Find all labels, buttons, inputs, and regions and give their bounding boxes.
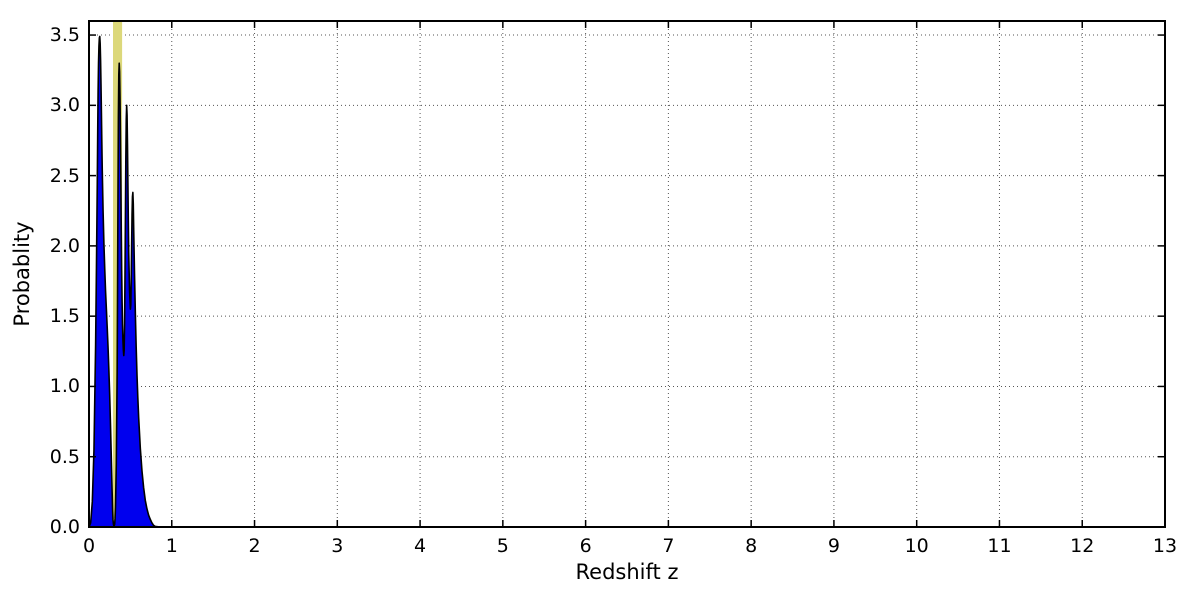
x-tick-label: 5 xyxy=(496,535,509,557)
x-tick-label: 4 xyxy=(414,535,427,557)
x-tick-label: 0 xyxy=(82,535,96,557)
y-tick-label: 1.0 xyxy=(49,375,80,398)
plot-frame xyxy=(88,20,1166,528)
x-tick-label: 2 xyxy=(248,535,261,557)
y-tick-label: 1.5 xyxy=(49,305,80,328)
x-axis-label: Redshift z xyxy=(575,560,679,584)
x-tick-label: 8 xyxy=(745,535,758,557)
y-axis-ticks xyxy=(89,34,1165,528)
plot-background xyxy=(89,21,1165,527)
x-tick-label: 6 xyxy=(579,535,592,557)
y-tick-label: 0.0 xyxy=(49,516,80,538)
x-tick-label: 9 xyxy=(827,535,840,557)
y-tick-label: 0.5 xyxy=(49,445,80,468)
y-axis-label: Probablity xyxy=(10,221,34,327)
probability-density-line xyxy=(89,35,1165,527)
y-tick-label: 2.5 xyxy=(49,164,80,187)
x-tick-label: 11 xyxy=(987,535,1012,557)
y-gridlines xyxy=(89,34,1165,458)
y-tick-label: 3.5 xyxy=(49,24,80,47)
x-tick-label: 13 xyxy=(1152,535,1178,557)
x-tick-label: 7 xyxy=(662,535,675,557)
x-tick-label: 10 xyxy=(904,535,929,557)
x-tick-label: 3 xyxy=(331,535,344,557)
x-axis-ticks xyxy=(88,21,1166,527)
x-tick-label: 1 xyxy=(165,535,178,557)
x-tick-label: 12 xyxy=(1070,535,1095,557)
y-tick-label: 2.0 xyxy=(49,234,80,257)
y-tick-label: 3.0 xyxy=(49,94,80,117)
